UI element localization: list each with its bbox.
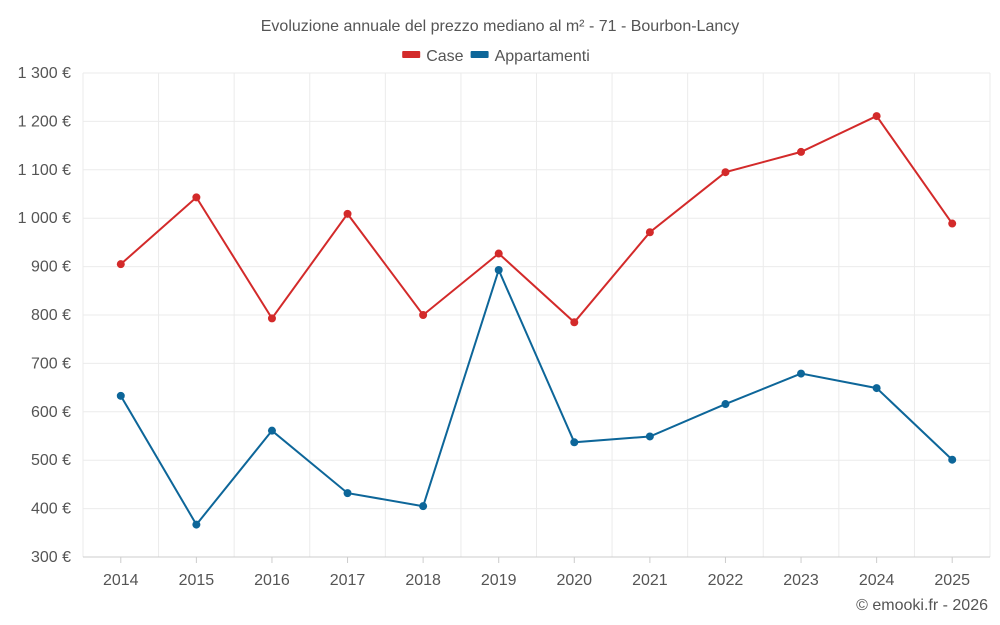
y-tick-label: 1 000 € [18, 210, 71, 227]
x-tick-label: 2023 [783, 572, 819, 589]
data-point-case[interactable] [872, 112, 881, 121]
x-axis: 2014 2015 2016 2017 2018 2019 2020 2021 2022 2023… [83, 556, 990, 589]
data-point-case[interactable] [645, 228, 654, 237]
data-point-appartamenti[interactable] [721, 400, 730, 409]
legend-swatch-appartamenti [470, 51, 489, 58]
data-point-case[interactable] [948, 219, 957, 228]
data-point-case[interactable] [494, 249, 503, 258]
y-tick-label: 300 € [31, 549, 71, 566]
y-axis: 300 € 400 € 500 € 600 € 700 € 800 € 900 € 1 000… [18, 65, 71, 566]
x-tick-label: 2019 [481, 572, 517, 589]
series-line-case [120, 114, 954, 324]
chart-title: Evoluzione annuale del prezzo mediano al… [261, 18, 740, 35]
x-tick-label: 2022 [708, 572, 744, 589]
x-tick-label: 2017 [330, 572, 366, 589]
legend-swatch-case [402, 51, 421, 58]
data-point-case[interactable] [419, 311, 428, 319]
y-tick-label: 600 € [31, 404, 71, 421]
data-point-case[interactable] [343, 209, 352, 218]
y-tick-label: 900 € [31, 259, 71, 276]
x-tick-label: 2016 [254, 572, 290, 589]
data-point-appartamenti[interactable] [419, 502, 428, 511]
legend-label-appartamenti[interactable]: Appartamenti [495, 48, 590, 65]
y-tick-label: 1 200 € [18, 113, 71, 130]
chart-series [116, 112, 957, 529]
data-point-appartamenti[interactable] [343, 489, 352, 498]
data-point-appartamenti[interactable] [872, 384, 881, 393]
data-point-case[interactable] [721, 168, 730, 177]
y-tick-label: 500 € [31, 452, 71, 469]
legend-label-case[interactable]: Case [426, 48, 463, 65]
series-line-appartamenti [119, 267, 953, 527]
y-tick-label: 400 € [31, 501, 71, 518]
y-tick-label: 800 € [31, 307, 71, 324]
data-point-case[interactable] [116, 260, 125, 269]
data-point-appartamenti[interactable] [797, 369, 806, 378]
data-point-case[interactable] [797, 147, 806, 156]
x-tick-label: 2020 [556, 572, 592, 589]
y-tick-label: 1 300 € [18, 65, 71, 82]
x-tick-label: 2014 [103, 572, 139, 589]
data-point-case[interactable] [267, 314, 276, 323]
data-point-appartamenti[interactable] [645, 432, 654, 441]
chart-legend: Case Appartamenti [402, 48, 590, 65]
x-tick-label: 2021 [632, 572, 668, 589]
x-tick-label: 2015 [179, 572, 215, 589]
x-tick-label: 2018 [405, 572, 441, 589]
data-point-appartamenti[interactable] [192, 520, 201, 529]
chart-grid [82, 72, 991, 558]
data-point-case[interactable] [570, 318, 579, 327]
y-tick-label: 700 € [31, 355, 71, 372]
data-point-appartamenti[interactable] [494, 265, 503, 274]
data-point-appartamenti[interactable] [948, 455, 957, 464]
data-point-case[interactable] [192, 193, 201, 202]
data-point-appartamenti[interactable] [267, 426, 276, 435]
x-tick-label: 2025 [934, 572, 970, 589]
data-point-appartamenti[interactable] [570, 438, 579, 447]
chart-credit: © emooki.fr - 2026 [856, 597, 988, 614]
y-tick-label: 1 100 € [18, 162, 71, 179]
x-tick-label: 2024 [859, 572, 895, 589]
data-point-appartamenti[interactable] [116, 391, 125, 400]
